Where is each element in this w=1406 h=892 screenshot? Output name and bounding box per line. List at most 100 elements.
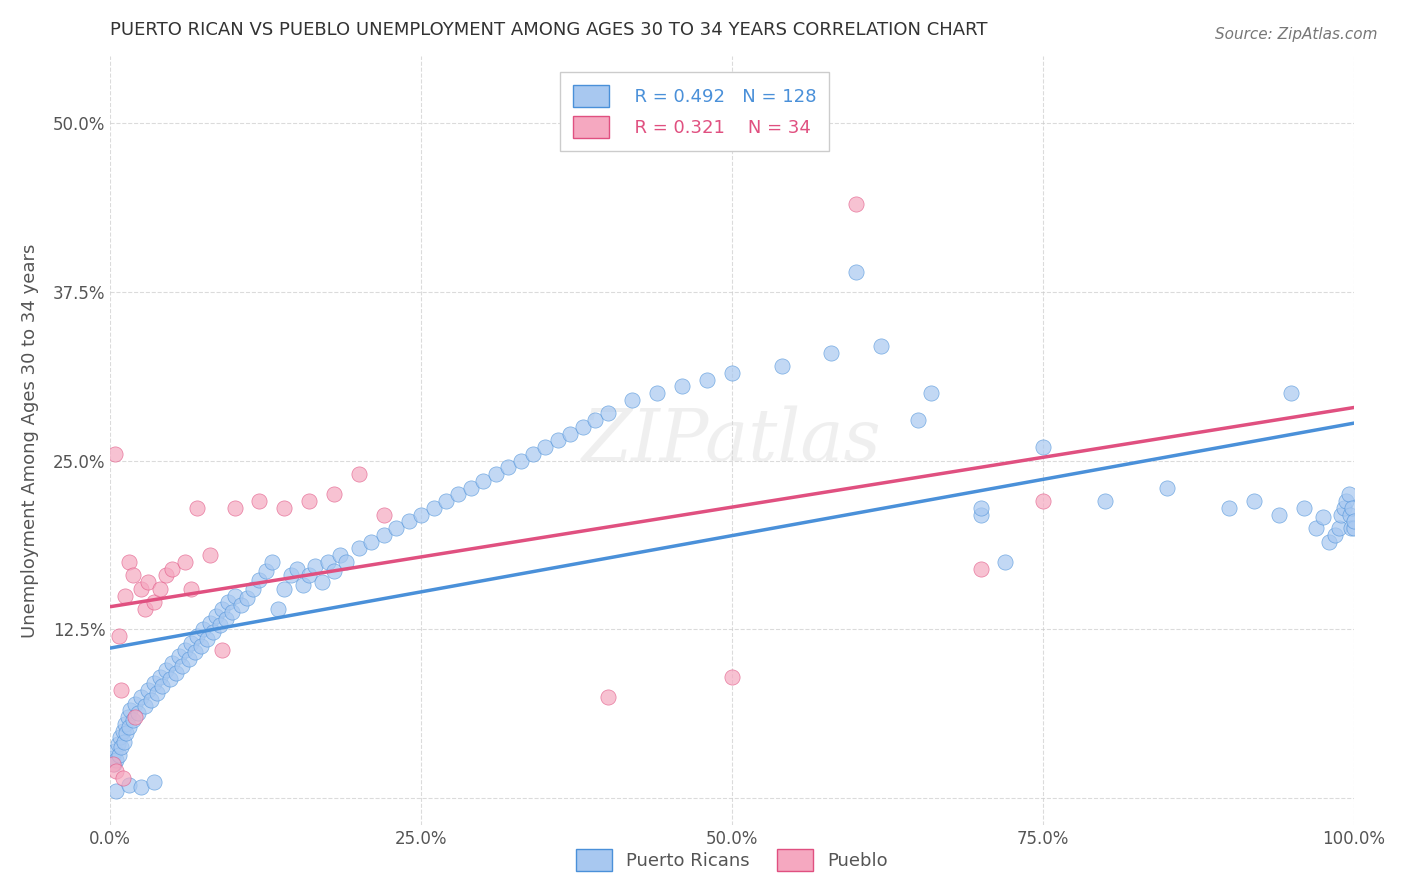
- Point: [215, 612, 238, 626]
- Point: [1317, 534, 1340, 549]
- Point: [1218, 500, 1240, 515]
- Point: [173, 555, 195, 569]
- Point: [323, 487, 346, 501]
- Point: [409, 508, 432, 522]
- Point: [1268, 508, 1291, 522]
- Point: [121, 713, 143, 727]
- Point: [101, 750, 124, 764]
- Point: [136, 575, 159, 590]
- Point: [118, 720, 141, 734]
- Point: [159, 673, 181, 687]
- Point: [186, 500, 208, 515]
- Point: [820, 345, 842, 359]
- Point: [1032, 440, 1054, 454]
- Point: [202, 625, 225, 640]
- Point: [1281, 386, 1303, 401]
- Point: [104, 447, 127, 461]
- Point: [249, 573, 271, 587]
- Point: [103, 757, 125, 772]
- Point: [870, 339, 893, 353]
- Point: [1337, 487, 1360, 501]
- Point: [1305, 521, 1327, 535]
- Point: [141, 692, 163, 706]
- Point: [298, 568, 321, 582]
- Point: [124, 710, 146, 724]
- Point: [434, 494, 457, 508]
- Point: [1094, 494, 1116, 508]
- Point: [129, 582, 152, 596]
- Point: [217, 595, 239, 609]
- Point: [360, 534, 382, 549]
- Point: [920, 386, 942, 401]
- Point: [105, 754, 128, 768]
- Point: [385, 521, 408, 535]
- Point: [208, 618, 231, 632]
- Point: [1343, 515, 1365, 529]
- Point: [1334, 494, 1357, 508]
- Point: [1340, 521, 1362, 535]
- Point: [149, 670, 172, 684]
- Point: [114, 717, 136, 731]
- Point: [496, 460, 519, 475]
- Text: ZIPatlas: ZIPatlas: [582, 405, 882, 475]
- Point: [224, 500, 246, 515]
- Point: [1312, 510, 1334, 524]
- Point: [323, 565, 346, 579]
- Point: [1243, 494, 1265, 508]
- Point: [1292, 500, 1315, 515]
- Point: [304, 559, 326, 574]
- Point: [1339, 508, 1361, 522]
- Point: [1327, 521, 1350, 535]
- Point: [124, 697, 146, 711]
- Point: [422, 500, 444, 515]
- Point: [273, 500, 295, 515]
- Point: [120, 704, 142, 718]
- Point: [1333, 500, 1355, 515]
- Point: [129, 780, 152, 795]
- Point: [184, 645, 207, 659]
- Point: [149, 582, 172, 596]
- Point: [110, 683, 132, 698]
- Point: [770, 359, 793, 374]
- Point: [121, 568, 143, 582]
- Point: [198, 548, 221, 562]
- Point: [155, 568, 177, 582]
- Point: [108, 747, 131, 762]
- Point: [193, 623, 215, 637]
- Point: [280, 568, 302, 582]
- Point: [347, 541, 370, 556]
- Point: [1330, 508, 1353, 522]
- Point: [242, 582, 264, 596]
- Point: [1341, 500, 1364, 515]
- Point: [260, 555, 283, 569]
- Text: PUERTO RICAN VS PUEBLO UNEMPLOYMENT AMONG AGES 30 TO 34 YEARS CORRELATION CHART: PUERTO RICAN VS PUEBLO UNEMPLOYMENT AMON…: [110, 21, 987, 39]
- Point: [101, 757, 124, 772]
- Point: [110, 739, 132, 754]
- Point: [267, 602, 290, 616]
- Point: [696, 373, 718, 387]
- Point: [994, 555, 1017, 569]
- Point: [190, 639, 212, 653]
- Point: [134, 602, 156, 616]
- Point: [115, 726, 138, 740]
- Point: [205, 609, 228, 624]
- Point: [107, 737, 129, 751]
- Point: [155, 663, 177, 677]
- Point: [1343, 521, 1365, 535]
- Point: [221, 605, 243, 619]
- Point: [142, 775, 165, 789]
- Point: [571, 420, 593, 434]
- Point: [180, 636, 202, 650]
- Point: [173, 642, 195, 657]
- Point: [108, 629, 131, 643]
- Point: [472, 474, 495, 488]
- Point: [845, 265, 868, 279]
- Point: [112, 734, 135, 748]
- Point: [560, 426, 582, 441]
- Point: [211, 642, 233, 657]
- Point: [329, 548, 352, 562]
- Point: [118, 555, 141, 569]
- Point: [108, 731, 131, 745]
- Point: [236, 591, 259, 606]
- Text: Source: ZipAtlas.com: Source: ZipAtlas.com: [1215, 27, 1378, 42]
